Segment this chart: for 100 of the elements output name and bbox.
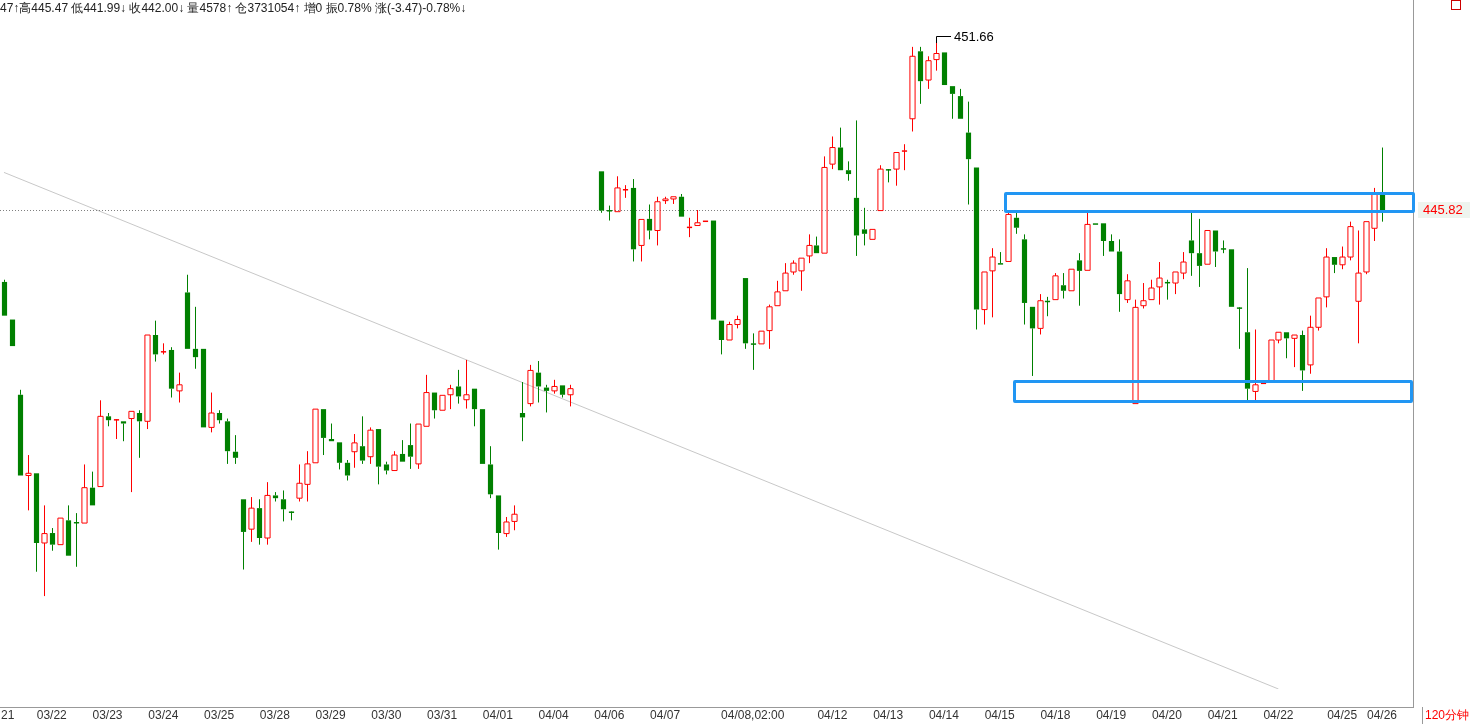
candlestick [710, 220, 717, 320]
candlestick [375, 429, 382, 485]
candlestick [320, 409, 327, 456]
candlestick [1140, 282, 1147, 309]
candlestick [455, 369, 462, 405]
candlestick [774, 280, 781, 307]
x-tick-label: 03/25 [204, 708, 235, 723]
candlestick [1108, 233, 1115, 252]
candlestick [901, 143, 908, 171]
candlestick [1291, 334, 1298, 368]
candlestick [1228, 249, 1235, 307]
x-tick-label: 04/14 [928, 708, 960, 723]
candlestick [312, 408, 319, 464]
x-tick-label: 03/28 [259, 708, 291, 723]
candlestick [861, 207, 868, 246]
candlestick [41, 504, 48, 597]
candlestick [758, 330, 765, 345]
candlestick [136, 409, 143, 459]
candlestick [766, 304, 773, 350]
x-tick-label: 03/22 [36, 708, 68, 723]
candlestick [280, 489, 287, 522]
candlestick [184, 274, 191, 349]
candlestick [487, 445, 494, 499]
candlestick [439, 394, 446, 411]
candlestick [128, 410, 135, 493]
candlestick [917, 46, 924, 105]
candlestick [1060, 272, 1067, 300]
candlestick [750, 332, 757, 371]
candlestick [614, 175, 621, 213]
candlestick [168, 346, 175, 399]
x-tick-label: 04/19 [1096, 708, 1127, 723]
candlestick [256, 498, 263, 546]
candlestick [957, 88, 964, 119]
x-tick-label: 21 [0, 708, 15, 723]
x-tick-label: 04/12 [817, 708, 848, 723]
candlestick [120, 421, 127, 442]
candlestick [192, 306, 199, 370]
candlestick [965, 101, 972, 205]
candlestick [447, 384, 454, 410]
x-tick-label: 04/01 [482, 708, 514, 723]
candlestick [216, 409, 223, 425]
x-tick-label: 04/21 [1207, 708, 1239, 723]
candlestick [351, 433, 358, 469]
candlestick [1076, 252, 1083, 307]
candlestick [471, 388, 478, 427]
candlestick [909, 46, 916, 132]
candlestick [89, 471, 96, 506]
candlestick [806, 233, 813, 264]
x-tick-label: 04/04 [538, 708, 569, 723]
candlestick [1021, 233, 1028, 326]
candlestick [49, 527, 56, 552]
text: 445.82 [1423, 201, 1463, 217]
candlestick [1116, 238, 1123, 313]
candlestick [853, 119, 860, 257]
candlestick [272, 491, 279, 503]
candlestick [463, 359, 470, 410]
candlestick [57, 517, 64, 546]
candlestick [973, 167, 980, 330]
candlestick [1100, 223, 1107, 257]
x-tick-label: 03/30 [371, 708, 402, 723]
x-tick-label: 04/20 [1151, 708, 1183, 723]
candlestick [1379, 147, 1386, 223]
candlestick [81, 463, 88, 524]
candlestick [9, 319, 16, 347]
candlestick [1068, 268, 1075, 292]
candlestick [837, 127, 844, 171]
text: 120分钟 [1421, 707, 1471, 724]
candlestick [200, 348, 207, 428]
candlestick [718, 320, 725, 355]
candlestick [232, 434, 239, 465]
x-tick-label: 03/23 [92, 708, 123, 723]
x-tick-label: 04/25 [1327, 708, 1358, 723]
candlestick [208, 392, 215, 433]
x-tick-label: 04/07 [650, 708, 681, 723]
candlestick [678, 193, 685, 217]
candlestick [1299, 330, 1306, 392]
candlestick [598, 171, 605, 214]
candlestick [1212, 230, 1219, 268]
candlestick [431, 392, 438, 420]
candlestick [224, 418, 231, 465]
candlestick [359, 415, 366, 465]
candlestick [997, 251, 1004, 265]
candlestick [97, 399, 104, 488]
candlestick [893, 152, 900, 187]
x-tick-label: 03/29 [315, 708, 346, 723]
x-tick-label: 04/13 [873, 708, 904, 723]
candlestick [328, 423, 335, 442]
candlestick [33, 473, 40, 573]
candlestick [829, 135, 836, 170]
candlestick [113, 418, 120, 440]
candlestick [638, 218, 645, 262]
candlestick [495, 495, 502, 551]
candlestick [535, 360, 542, 403]
candlestick [869, 228, 876, 240]
candlestick [654, 196, 661, 246]
candlestick [742, 278, 749, 350]
candlestick [845, 160, 852, 182]
x-tick-label: 03/31 [427, 708, 458, 723]
candlestick [559, 385, 566, 399]
candlestick [630, 178, 637, 262]
